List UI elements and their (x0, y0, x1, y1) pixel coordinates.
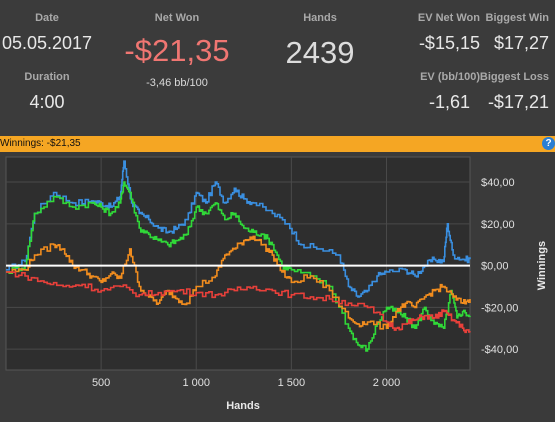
x-tick-label: 1 500 (278, 377, 306, 389)
x-tick-label: 1 000 (182, 377, 210, 389)
series-lines (6, 160, 471, 352)
ev-bb-label: EV (bb/100) (420, 71, 480, 83)
biggest-win-label: Biggest Win (485, 12, 549, 24)
y-axis-ticks: $40,00 $20,00 $0,00 -$20,00 -$40,00 (481, 177, 518, 356)
plot-area (5, 156, 471, 371)
hands-value: 2439 (285, 35, 355, 70)
biggest-loss-label: Biggest Loss (479, 71, 549, 83)
y-tick-label: $20,00 (481, 219, 515, 231)
net-won-label: Net Won (154, 12, 200, 24)
winnings-graph-title: Winnings: -$21,35 (0, 138, 81, 149)
x-tick-label: 2 000 (373, 377, 401, 389)
series-line-1 (6, 160, 471, 298)
duration-value: 4:00 (29, 92, 65, 112)
x-axis-label: Hands (226, 400, 260, 412)
date-label: Date (35, 12, 59, 24)
ev-bb-value: -1,61 (428, 92, 470, 112)
series-line-3 (6, 235, 471, 330)
x-axis-ticks: 500 1 000 1 500 2 000 (92, 377, 400, 389)
x-tick-label: 500 (92, 377, 110, 389)
net-won-bb-value: -3,46 bb/100 (146, 77, 208, 89)
y-tick-label: -$40,00 (481, 344, 518, 356)
duration-label: Duration (24, 71, 70, 83)
help-icon[interactable]: ? (542, 137, 555, 150)
y-axis-label: Winnings (536, 241, 548, 290)
biggest-win-value: $17,27 (493, 33, 549, 53)
series-line-4 (6, 271, 471, 334)
hands-label: Hands (303, 12, 337, 24)
ev-net-won-value: -$15,15 (418, 33, 480, 53)
session-stats-panel: Date 05.05.2017 Duration 4:00 Net Won -$… (0, 0, 555, 136)
biggest-loss-value: -$17,21 (487, 92, 549, 112)
y-tick-label: -$20,00 (481, 302, 518, 314)
net-won-value: -$21,35 (124, 33, 230, 68)
winnings-chart: 500 1 000 1 500 2 000 $40,00 $20,00 $0,00 -$20… (0, 152, 555, 417)
ev-net-won-label: EV Net Won (417, 12, 480, 24)
date-value: 05.05.2017 (1, 33, 93, 53)
winnings-graph-header: Winnings: -$21,35 ? (0, 136, 555, 152)
winnings-chart-svg: 500 1 000 1 500 2 000 $40,00 $20,00 $0,00 -$20… (5, 156, 548, 412)
y-tick-label: $0,00 (481, 261, 509, 273)
series-line-2 (6, 181, 471, 352)
y-tick-label: $40,00 (481, 177, 515, 189)
